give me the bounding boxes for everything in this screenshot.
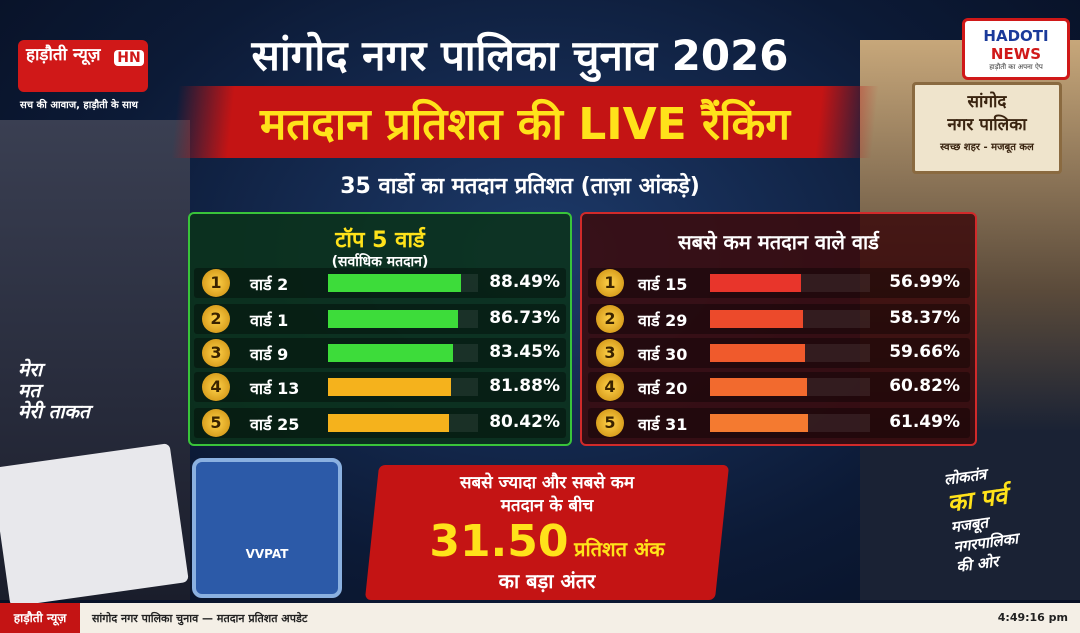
value-label: 80.42% (489, 412, 560, 432)
value-label: 83.45% (489, 342, 560, 362)
ward-name: वार्ड 9 (250, 345, 289, 364)
ticker: हाड़ौती न्यूज़ सांगोद नगर पालिका चुनाव —… (0, 603, 1080, 633)
bar (328, 378, 451, 396)
sign-text: नगर पालिका (947, 115, 1027, 135)
bottom-panel: सबसे कम मतदान वाले वार्ड (580, 212, 977, 446)
ranking-row: 2 वार्ड 29 58.37% (588, 304, 970, 334)
bar-track (710, 414, 870, 432)
rank-badge: 2 (202, 305, 230, 333)
ranking-row: 4 वार्ड 13 81.88% (194, 372, 566, 402)
ward-name: वार्ड 2 (250, 275, 289, 294)
gap-box: सबसे ज्यादा और सबसे कम मतदान के बीच 31.5… (372, 470, 722, 594)
brand-tagline: सच की आवाज, हाड़ौती के साथ (20, 100, 138, 111)
ticker-label: हाड़ौती न्यूज़ (0, 603, 80, 633)
rank-badge: 5 (596, 409, 624, 437)
top-panel: टॉप 5 वार्ड (सर्वाधिक मतदान) (188, 212, 572, 446)
ward-name: वार्ड 31 (638, 415, 688, 434)
logo-text: NEWS (990, 45, 1042, 63)
value-label: 58.37% (889, 308, 960, 328)
ward-name: वार्ड 15 (638, 275, 688, 294)
slogan-text: मेरा (18, 359, 43, 381)
ranking-row: 4 वार्ड 20 60.82% (588, 372, 970, 402)
bar (328, 274, 461, 292)
bar-track (328, 344, 478, 362)
gap-value: 31.50 (429, 516, 569, 567)
rank-badge: 4 (202, 373, 230, 401)
rank-badge: 4 (596, 373, 624, 401)
sign-text: स्वच्छ शहर - मजबूत कल (940, 142, 1034, 153)
ranking-row: 5 वार्ड 25 80.42% (194, 408, 566, 438)
value-label: 88.49% (489, 272, 560, 292)
rank-badge: 1 (202, 269, 230, 297)
panel-title: सबसे कम मतदान वाले वार्ड (678, 230, 879, 254)
sign-text: सांगोद (967, 92, 1007, 112)
bar (328, 344, 454, 362)
app-logo: HADOTI NEWS हाड़ौती का अपना ऐप (962, 18, 1070, 80)
bar (710, 274, 802, 292)
bar-track (328, 274, 478, 292)
ranking-row: 3 वार्ड 30 59.66% (588, 338, 970, 368)
evm (0, 443, 189, 607)
bar (328, 414, 449, 432)
headline: मतदान प्रतिशत की LIVE रैंकिंग (259, 99, 791, 150)
ranking-row: 1 वार्ड 15 56.99% (588, 268, 970, 298)
bar-track (710, 378, 870, 396)
bar-track (328, 378, 478, 396)
bar (710, 344, 806, 362)
bar (328, 310, 459, 328)
value-label: 86.73% (489, 308, 560, 328)
slogan-text: मत (18, 380, 41, 402)
rank-badge: 5 (202, 409, 230, 437)
brand-badge: HN (114, 50, 144, 66)
subtitle: 35 वार्डो का मतदान प्रतिशत (ताज़ा आंकड़े… (340, 174, 700, 199)
ticker-text: सांगोद नगर पालिका चुनाव — मतदान प्रतिशत … (92, 612, 308, 625)
bar-track (328, 310, 478, 328)
value-label: 81.88% (489, 376, 560, 396)
ward-name: वार्ड 25 (250, 415, 300, 434)
building-sign: सांगोद नगर पालिका स्वच्छ शहर - मजबूत कल (912, 82, 1062, 174)
gap-text: सबसे ज्यादा और सबसे कम (459, 473, 635, 493)
ranking-row: 5 वार्ड 31 61.49% (588, 408, 970, 438)
bar-track (710, 310, 870, 328)
brand-name: हाड़ौती न्यूज़ (26, 45, 101, 65)
ward-name: वार्ड 20 (638, 379, 688, 398)
slogan-text: मेरी ताकत (18, 401, 90, 423)
brand-logo: हाड़ौती न्यूज़ HN (18, 40, 148, 92)
value-label: 56.99% (889, 272, 960, 292)
bar (710, 414, 809, 432)
gap-text: मतदान के बीच (500, 496, 594, 516)
ward-name: वार्ड 29 (638, 311, 688, 330)
rank-badge: 3 (202, 339, 230, 367)
gap-unit: प्रतिशत अंक (574, 537, 665, 561)
vvpat-machine: VVPAT (192, 458, 342, 598)
bar-track (710, 344, 870, 362)
bar-track (328, 414, 478, 432)
bar-track (710, 274, 870, 292)
gap-text: का बड़ा अंतर (498, 569, 596, 593)
ward-name: वार्ड 13 (250, 379, 300, 398)
ranking-row: 2 वार्ड 1 86.73% (194, 304, 566, 334)
value-label: 61.49% (889, 412, 960, 432)
rank-badge: 2 (596, 305, 624, 333)
logo-tagline: हाड़ौती का अपना ऐप (989, 63, 1043, 71)
ranking-row: 3 वार्ड 9 83.45% (194, 338, 566, 368)
panel-title: टॉप 5 वार्ड (335, 228, 425, 253)
vvpat-label: VVPAT (245, 547, 289, 561)
rank-badge: 1 (596, 269, 624, 297)
bar (710, 310, 804, 328)
bar (710, 378, 808, 396)
ward-name: वार्ड 30 (638, 345, 688, 364)
panel-subtitle: (सर्वाधिक मतदान) (331, 254, 429, 270)
value-label: 60.82% (889, 376, 960, 396)
title: सांगोद नगर पालिका चुनाव 2026 (251, 31, 789, 80)
rank-badge: 3 (596, 339, 624, 367)
ranking-row: 1 वार्ड 2 88.49% (194, 268, 566, 298)
ticker-time: 4:49:16 pm (997, 611, 1068, 624)
value-label: 59.66% (889, 342, 960, 362)
slogan: मेरा मत मेरी ताकत (18, 360, 90, 423)
ward-name: वार्ड 1 (250, 311, 289, 330)
logo-text: HADOTI (983, 27, 1049, 45)
